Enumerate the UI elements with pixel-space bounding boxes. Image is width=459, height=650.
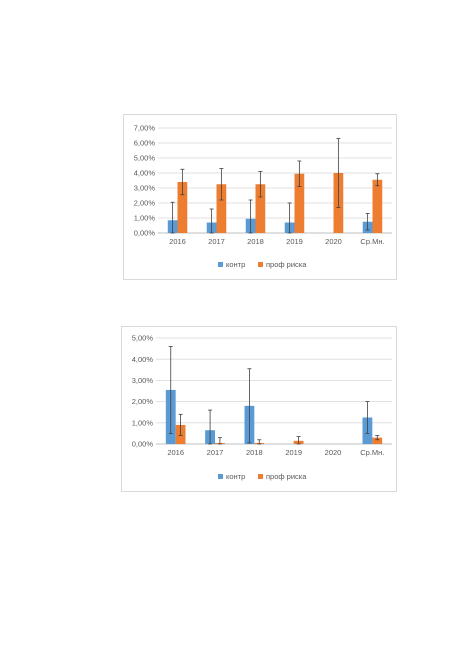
chart2-xtick-label: 2016 <box>167 448 184 457</box>
chart1-xtick-label: 2020 <box>325 237 342 246</box>
chart2-legend-label-kontr: контр <box>226 472 245 481</box>
chart1-xtick-label: 2019 <box>286 237 303 246</box>
chart-top-svg: 0,00% 1,00% 2,00% 3,00% 4,00% 5,00% 6,00% 7,00%… <box>134 124 392 269</box>
chart1-ytick-label: 1,00% <box>134 214 156 223</box>
chart-top: 0,00% 1,00% 2,00% 3,00% 4,00% 5,00% 6,00% 7,00%… <box>123 114 397 280</box>
chart2-ytick-label: 1,00% <box>132 418 154 427</box>
chart1-ytick-label: 4,00% <box>134 169 156 178</box>
chart1-legend-swatch-kontr <box>218 262 223 267</box>
chart2-ytick-label: 4,00% <box>132 355 154 364</box>
chart2-xtick-label: 2019 <box>285 448 302 457</box>
chart1-xtick-label: Ср.Мн. <box>360 237 384 246</box>
chart1-bar-prof-5 <box>372 179 383 233</box>
chart1-bar-prof-0 <box>177 182 188 233</box>
chart2-legend-swatch-kontr <box>218 474 223 479</box>
chart1-legend-label-prof: проф риска <box>266 260 307 269</box>
chart1-ytick-label: 5,00% <box>134 154 156 163</box>
chart2-xtick-label: 2017 <box>207 448 224 457</box>
chart1-ytick-label: 6,00% <box>134 139 156 148</box>
chart1-bar-prof-1 <box>216 184 227 233</box>
chart2-ytick-label: 2,00% <box>132 397 154 406</box>
chart2-xtick-label: 2020 <box>325 448 342 457</box>
chart1-xtick-label: 2016 <box>169 237 186 246</box>
chart1-xtick-label: 2017 <box>208 237 225 246</box>
chart1-legend-swatch-prof <box>258 262 263 267</box>
chart1-ytick-label: 2,00% <box>134 199 156 208</box>
chart2-legend-swatch-prof <box>258 474 263 479</box>
chart1-bar-prof-3 <box>294 173 305 233</box>
chart1-ytick-label: 0,00% <box>134 229 156 238</box>
chart1-bar-prof-2 <box>255 184 266 233</box>
chart2-legend-label-prof: проф риска <box>266 472 307 481</box>
chart1-ytick-label: 7,00% <box>134 124 156 133</box>
chart2-ytick-label: 3,00% <box>132 376 154 385</box>
chart-bottom-svg: 0,00% 1,00% 2,00% 3,00% 4,00% 5,00% 2016 2017 20… <box>132 334 392 481</box>
chart2-ytick-label: 0,00% <box>132 440 154 449</box>
chart2-bar-prof-5 <box>372 437 383 444</box>
chart2-xtick-label: 2018 <box>246 448 263 457</box>
chart2-xtick-label: Ср.Мн. <box>360 448 384 457</box>
chart1-ytick-label: 3,00% <box>134 184 156 193</box>
chart1-xtick-label: 2018 <box>247 237 264 246</box>
chart2-ytick-label: 5,00% <box>132 334 154 343</box>
chart1-legend-label-kontr: контр <box>226 260 245 269</box>
chart-bottom: 0,00% 1,00% 2,00% 3,00% 4,00% 5,00% 2016 2017 20… <box>121 326 397 492</box>
